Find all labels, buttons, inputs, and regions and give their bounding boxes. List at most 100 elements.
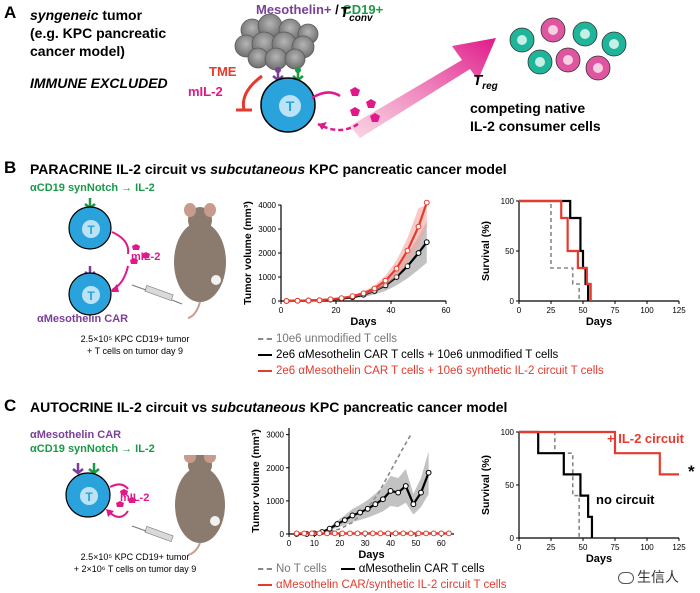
data-point [400, 530, 407, 537]
data-point [364, 505, 371, 512]
no-circuit-label: no circuit [596, 492, 655, 507]
data-point [380, 496, 386, 503]
panel-b-il2-icon [130, 244, 150, 264]
t-cell-label: T [286, 98, 295, 114]
panel-b-syringe-icon [131, 284, 183, 305]
data-point [354, 530, 361, 537]
y-tick-label: 1000 [266, 497, 284, 506]
panel-c-survival-chart: 0 25 50 75 100 125 0 50 100 Days Survival (%) [480, 428, 686, 565]
series-band [296, 451, 429, 534]
tconv-sub: conv [349, 13, 373, 24]
panel-b-legend-3: 2e6 αMesothelin CAR T cells + 10e6 synth… [258, 365, 604, 377]
panel-c-syringe-icon [131, 525, 174, 542]
x-axis-label: Days [586, 553, 612, 565]
x-tick-label: 100 [640, 306, 654, 315]
x-tick-label: 50 [579, 306, 588, 315]
wechat-icon [618, 572, 634, 585]
legend-red-swatch-c [258, 584, 272, 586]
panel-c-mouse-icon [175, 455, 225, 555]
panel-b-synnotch-cell-icon: T [68, 198, 112, 250]
y-tick-label: 0 [272, 297, 277, 306]
panel-b-legend-2: 2e6 αMesothelin CAR T cells + 10e6 unmod… [258, 349, 558, 361]
tme-inhibition-icon [241, 74, 263, 111]
data-point [283, 298, 290, 304]
panel-c-legend-1: No T cells αMesothelin CAR T cells [258, 563, 484, 575]
data-point [369, 530, 376, 537]
y-tick-label: 0 [510, 534, 515, 543]
data-point [308, 530, 315, 537]
watermark: 生信人 [618, 567, 679, 587]
data-point [387, 488, 394, 494]
panel-c-title-post: KPC pancreatic cancer model [305, 399, 508, 415]
antigen-label: Mesothelin+ / CD19+ [256, 2, 383, 17]
legend-dash-swatch [258, 338, 272, 340]
y-tick-label: 50 [505, 247, 514, 256]
il2-molecules-icon [350, 87, 380, 122]
data-point [349, 512, 356, 519]
y-tick-label: 100 [501, 428, 515, 437]
panel-c-circuit-cell-icon: T [65, 463, 111, 518]
series-band [286, 205, 427, 301]
legend-black-swatch [258, 354, 272, 356]
panel-b-letter: B [4, 158, 17, 177]
panel-c-cell-diagram: T [65, 455, 225, 555]
panel-c-tumor-chart: 0 10 20 30 40 50 60 0 1000 2000 3000 Days Tumor volu… [250, 428, 454, 561]
x-tick-label: 10 [310, 539, 319, 548]
data-point [404, 263, 411, 270]
x-tick-label: 50 [579, 543, 588, 552]
x-tick-label: 40 [386, 539, 395, 548]
il2-arrow-shape [350, 38, 496, 138]
y-axis-label: Survival (%) [480, 455, 492, 515]
treg-sub: reg [482, 81, 498, 92]
panel-b-tumor-chart: 0 20 40 60 0 1000 2000 3000 4000 Days Tumor volume… [243, 199, 451, 328]
x-tick-label: 40 [387, 306, 396, 315]
panel-a-mil2-label: mIL-2 [188, 84, 223, 99]
panel-b-legend-1-text: 10e6 unmodified T cells [276, 333, 398, 345]
y-axis-label: Tumor volume (mm³) [250, 429, 262, 533]
data-point [402, 483, 409, 489]
series-line [519, 430, 594, 538]
data-point [392, 530, 399, 537]
x-tick-label: 25 [547, 306, 556, 315]
data-point [324, 530, 330, 537]
immune-excluded-label: IMMUNE EXCLUDED [30, 75, 168, 91]
series-line [519, 430, 679, 476]
y-tick-label: 50 [505, 481, 514, 490]
panel-a-letter: A [4, 3, 17, 22]
panel-b-mouse-icon [174, 203, 226, 319]
data-point [410, 501, 417, 508]
legend-black-swatch-c [340, 568, 355, 570]
y-tick-label: 1000 [258, 273, 276, 282]
panel-b-survival-chart: 0 25 50 75 100 125 0 50 100 Days Survival (%) [480, 197, 686, 328]
il2-circuit-label: + IL-2 circuit [607, 431, 684, 446]
data-point [347, 530, 353, 537]
data-point [372, 501, 379, 508]
data-point [316, 530, 323, 537]
data-point [415, 530, 422, 537]
competing-label: competing native IL-2 consumer cells [470, 99, 601, 135]
mesothelin-antigen: Mesothelin+ [256, 2, 332, 17]
data-point [377, 530, 384, 537]
x-tick-label: 60 [442, 306, 451, 315]
panel-b-dose: 2.5×10⁵ KPC CD19+ tumor + T cells on tum… [40, 333, 230, 357]
x-axis-label: Days [350, 316, 376, 328]
data-point [418, 489, 424, 496]
x-tick-label: 100 [640, 543, 654, 552]
data-point [327, 296, 334, 303]
competing-line-2: IL-2 consumer cells [470, 118, 601, 134]
data-point [293, 530, 300, 537]
tme-label: TME [209, 64, 237, 79]
significance-star: * [688, 462, 695, 481]
data-point [334, 521, 341, 527]
data-point [415, 250, 422, 256]
data-point [385, 530, 391, 537]
panel-c-legend-1a-text: No T cells [276, 563, 327, 575]
data-point [407, 530, 414, 537]
panel-c-title: AUTOCRINE IL-2 circuit vs subcutaneous K… [30, 399, 507, 415]
panel-a-diagram: T [234, 14, 627, 138]
panel-c-il2-icon [116, 489, 136, 507]
watermark-text: 生信人 [637, 569, 679, 585]
x-tick-label: 0 [279, 306, 284, 315]
panel-b-legend-3-text: 2e6 αMesothelin CAR T cells + 10e6 synth… [276, 365, 604, 377]
data-point [338, 295, 345, 302]
